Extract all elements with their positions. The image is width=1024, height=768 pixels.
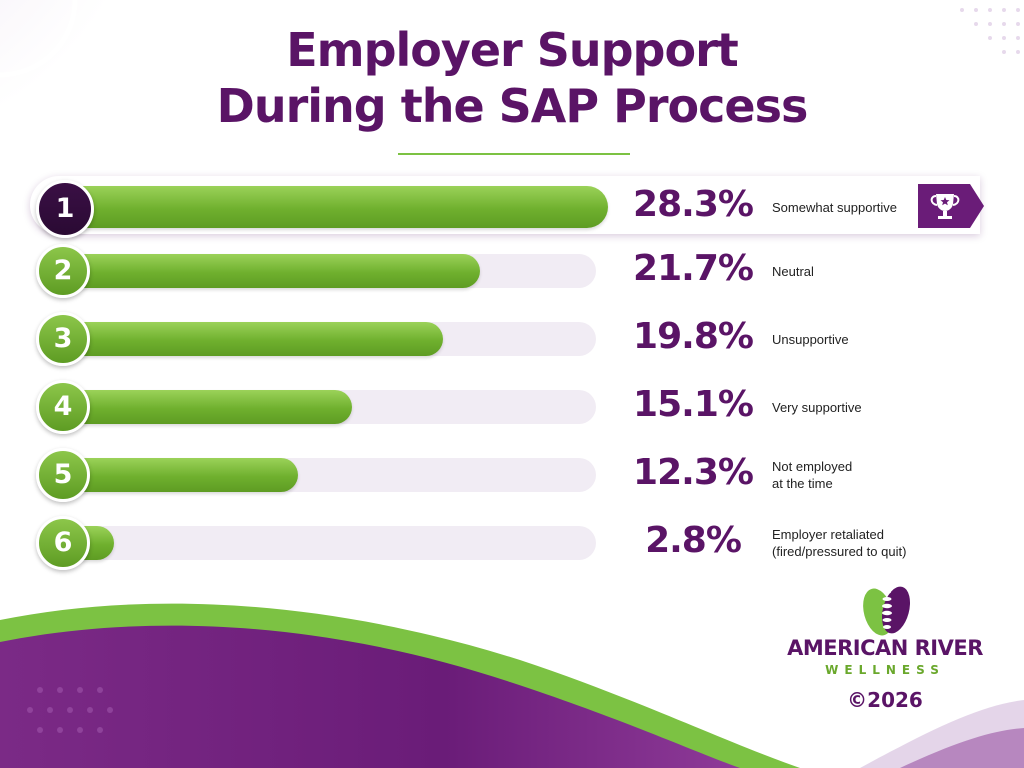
rank-badge: 2 [36,244,90,298]
bar [60,322,444,356]
category-label: Somewhat supportive [772,199,898,215]
category-label: Not employed at the time [772,459,853,491]
trophy-icon [918,184,984,228]
category-label: Neutral [772,263,814,279]
data-label: 12.3% [633,452,754,493]
bar-track [60,526,596,560]
brand-name: AMERICAN RIVER [787,636,983,660]
title-divider [398,153,630,155]
data-label: 28.3% [633,184,754,225]
copyright: ©2026 [847,688,923,712]
data-label: 19.8% [633,316,754,357]
bar [60,458,299,492]
rank-badge: 6 [36,516,90,570]
brand-subtitle: WELLNESS [825,663,945,677]
title-line-1: Employer Support [286,23,739,77]
data-label: 15.1% [633,384,754,425]
data-label: 21.7% [633,248,754,289]
data-label: 2.8% [645,520,742,561]
chart-title: Employer Support During the SAP Process [0,22,1024,134]
bar [60,186,608,228]
rank-badge: 4 [36,380,90,434]
title-line-2: During the SAP Process [216,79,809,133]
rank-badge: 5 [36,448,90,502]
category-label: Very supportive [772,399,862,415]
category-label: Unsupportive [772,331,849,347]
bar [60,254,481,288]
leaf-spine-logo-icon [863,586,911,636]
category-label: Employer retaliated (fired/pressured to … [772,527,907,559]
rank-badge: 1 [36,180,94,238]
rank-badge: 3 [36,312,90,366]
bar [60,390,353,424]
